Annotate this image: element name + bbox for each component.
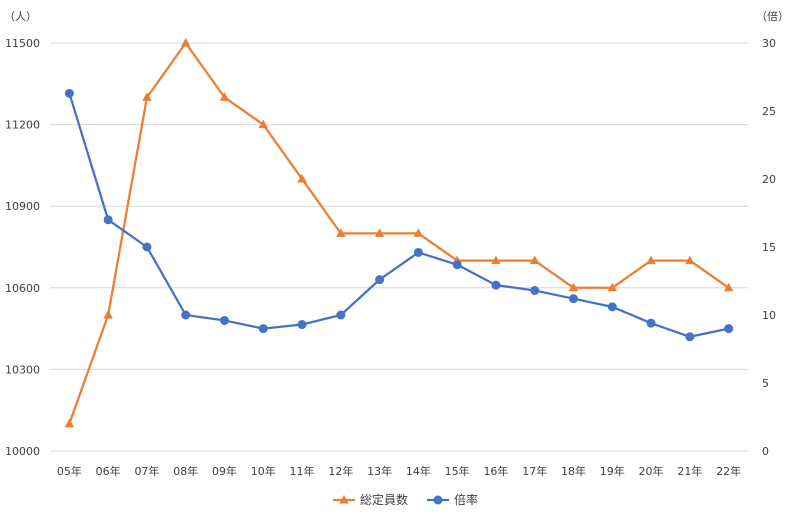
- series-1: [64, 38, 734, 428]
- data-point-triangle: [374, 228, 385, 237]
- x-tick-label: 18年: [561, 464, 586, 478]
- x-tick-label: 17年: [522, 464, 547, 478]
- x-tick-label: 21年: [677, 464, 702, 478]
- data-point-triangle: [258, 119, 269, 129]
- data-point-circle: [607, 302, 617, 312]
- right-axis-unit: （倍）: [756, 9, 789, 23]
- data-point-circle: [336, 310, 346, 320]
- left-tick-label: 10300: [5, 363, 40, 376]
- data-point-triangle: [64, 418, 75, 428]
- x-tick-label: 19年: [600, 464, 625, 478]
- data-point-triangle: [142, 92, 152, 101]
- data-point-triangle: [219, 92, 230, 101]
- data-point-triangle: [568, 282, 579, 292]
- x-tick-label: 20年: [639, 464, 664, 478]
- data-point-circle: [220, 315, 229, 325]
- x-tick-label: 11年: [290, 464, 315, 478]
- legend: 総定員数 倍率: [333, 492, 478, 507]
- legend-item-1: 総定員数: [333, 492, 408, 507]
- series-line: [68, 41, 730, 425]
- data-point-circle: [413, 247, 423, 257]
- right-tick-label: 25: [762, 105, 776, 118]
- x-tick-label: 09年: [212, 464, 237, 478]
- x-tick-label: 07年: [134, 464, 159, 478]
- left-tick-label: 10900: [5, 200, 40, 213]
- x-tick-label: 15年: [445, 464, 470, 478]
- legend-label: 総定員数: [360, 492, 408, 507]
- data-point-triangle: [180, 38, 191, 47]
- data-point-triangle: [685, 255, 695, 265]
- legend-label: 倍率: [454, 492, 478, 507]
- right-tick-label: 0: [762, 445, 769, 458]
- data-point-triangle: [413, 228, 424, 237]
- left-tick-label: 11200: [5, 119, 40, 132]
- x-tick-label: 22年: [716, 464, 741, 478]
- data-point-circle: [685, 332, 695, 342]
- data-point-triangle: [723, 282, 734, 292]
- right-tick-label: 5: [762, 377, 769, 390]
- data-point-circle: [724, 324, 734, 334]
- data-point-circle: [569, 294, 578, 304]
- x-tick-label: 05年: [57, 464, 82, 478]
- right-tick-label: 10: [762, 309, 776, 322]
- right-tick-label: 20: [762, 173, 776, 186]
- data-point-triangle: [336, 228, 346, 237]
- legend-marker-triangle: [339, 495, 349, 504]
- data-point-triangle: [103, 310, 113, 319]
- series-layer: [64, 38, 734, 428]
- gridlines: [50, 42, 748, 452]
- series-2: [64, 88, 734, 342]
- data-point-circle: [530, 286, 540, 296]
- x-tick-label: 16年: [483, 464, 508, 478]
- data-point-triangle: [607, 282, 618, 292]
- data-point-triangle: [491, 255, 501, 265]
- x-tick-label: 13年: [367, 464, 392, 478]
- x-tick-label: 14年: [406, 464, 431, 478]
- data-point-triangle: [529, 255, 540, 265]
- data-point-triangle: [646, 255, 656, 265]
- data-point-circle: [181, 310, 191, 320]
- x-tick-label: 08年: [173, 464, 198, 478]
- data-point-circle: [142, 242, 152, 252]
- data-point-circle: [297, 320, 307, 330]
- x-tick-label: 06年: [96, 464, 121, 478]
- data-point-circle: [452, 260, 462, 270]
- left-tick-label: 11500: [5, 37, 40, 50]
- right-tick-label: 15: [762, 241, 776, 254]
- x-axis: 05年 06年 07年 08年 09年 10年 11年 12年 13年 14年 15年 16年 17年 1…: [57, 464, 741, 478]
- data-point-circle: [64, 88, 74, 98]
- data-point-circle: [491, 280, 501, 290]
- series-line: [68, 92, 729, 338]
- legend-marker-circle: [433, 495, 443, 505]
- data-point-circle: [103, 215, 113, 225]
- legend-item-2: 倍率: [427, 492, 478, 507]
- left-y-axis: （人） 10000 10300 10600 10900 11200 11500: [4, 10, 40, 458]
- x-tick-label: 10年: [251, 464, 276, 478]
- data-point-triangle: [297, 174, 307, 183]
- left-axis-unit: （人）: [4, 10, 37, 23]
- data-point-circle: [375, 275, 385, 285]
- left-tick-label: 10600: [5, 282, 40, 295]
- data-point-circle: [258, 324, 268, 334]
- right-tick-label: 30: [762, 37, 776, 50]
- x-tick-label: 12年: [328, 464, 353, 478]
- data-point-circle: [646, 318, 656, 328]
- left-tick-label: 10000: [5, 445, 40, 458]
- right-y-axis: （倍） 0 5 10 15 20 25 30: [756, 9, 789, 458]
